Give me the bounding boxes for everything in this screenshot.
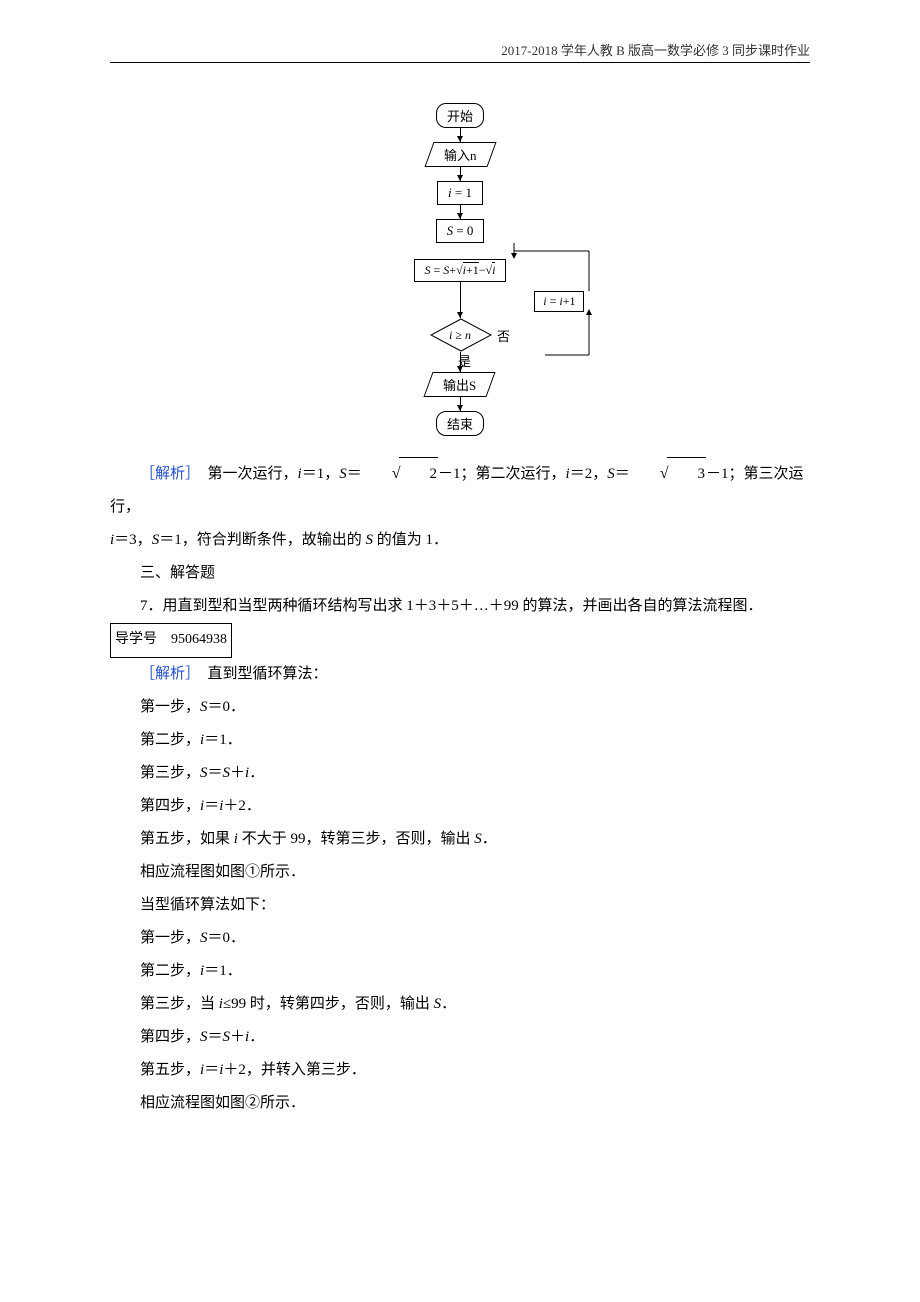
step-4: 第四步，i＝i＋2． — [110, 790, 810, 823]
fc-output: 输出S — [424, 372, 496, 397]
fc-arrow — [460, 128, 461, 142]
fc-increment: i = i+1 — [534, 291, 584, 312]
guide-number-box: 导学号 95064938 — [110, 623, 232, 658]
wstep-5: 第五步，i＝i＋2，并转入第三步． — [110, 1054, 810, 1087]
wstep-3: 第三步，当 i≤99 时，转第四步，否则，输出 S． — [110, 988, 810, 1021]
step-1: 第一步，S＝0． — [110, 691, 810, 724]
section-3-title: 三、解答题 — [110, 557, 810, 590]
page-header: 2017-2018 学年人教 B 版高一数学必修 3 同步课时作业 — [110, 40, 810, 63]
step-2: 第二步，i＝1． — [110, 724, 810, 757]
fc-input: 输入n — [424, 142, 496, 167]
fc-init-i: i = 1 — [437, 181, 483, 205]
fc-arrow — [460, 397, 461, 411]
fc-arrow — [460, 282, 461, 318]
fc-init-s: S = 0 — [436, 219, 485, 243]
flowchart: 开始 输入n i = 1 S = 0 S = S+√i+1−√i i = i+1 — [330, 103, 590, 436]
flow-ref-1: 相应流程图如图①所示． — [110, 856, 810, 889]
fc-arrow — [460, 352, 461, 372]
wstep-2: 第二步，i＝1． — [110, 955, 810, 988]
body-content: ［解析］ 第一次运行，i＝1，S＝√2－1；第二次运行，i＝2，S＝√3－1；第… — [110, 456, 810, 1120]
while-intro: 当型循环算法如下： — [110, 889, 810, 922]
fc-arrow — [460, 167, 461, 181]
wstep-1: 第一步，S＝0． — [110, 922, 810, 955]
fc-start: 开始 — [436, 103, 484, 128]
fc-no-label: 否 — [497, 326, 510, 345]
fc-assign-s: S = S+√i+1−√i — [414, 259, 507, 282]
step-5: 第五步，如果 i 不大于 99，转第三步，否则，输出 S． — [110, 823, 810, 856]
analysis-label: ［解析］ — [140, 466, 193, 482]
fc-end: 结束 — [436, 411, 484, 436]
question-7: 7．用直到型和当型两种循环结构写出求 1＋3＋5＋…＋99 的算法，并画出各自的… — [110, 590, 810, 658]
analysis-para-2: i＝3，S＝1，符合判断条件，故输出的 S 的值为 1． — [110, 524, 810, 557]
solution-label: ［解析］ — [140, 666, 193, 682]
fc-arrow — [460, 205, 461, 219]
wstep-4: 第四步，S＝S＋i． — [110, 1021, 810, 1054]
step-3: 第三步，S＝S＋i． — [110, 757, 810, 790]
fc-condition: i ≥ n 是 否 — [430, 318, 490, 352]
flow-ref-2: 相应流程图如图②所示． — [110, 1087, 810, 1120]
analysis-para-1: ［解析］ 第一次运行，i＝1，S＝√2－1；第二次运行，i＝2，S＝√3－1；第… — [110, 456, 810, 524]
solution-intro: ［解析］ 直到型循环算法： — [110, 658, 810, 691]
fc-loop: S = S+√i+1−√i i = i+1 i ≥ n 是 否 — [414, 243, 507, 352]
